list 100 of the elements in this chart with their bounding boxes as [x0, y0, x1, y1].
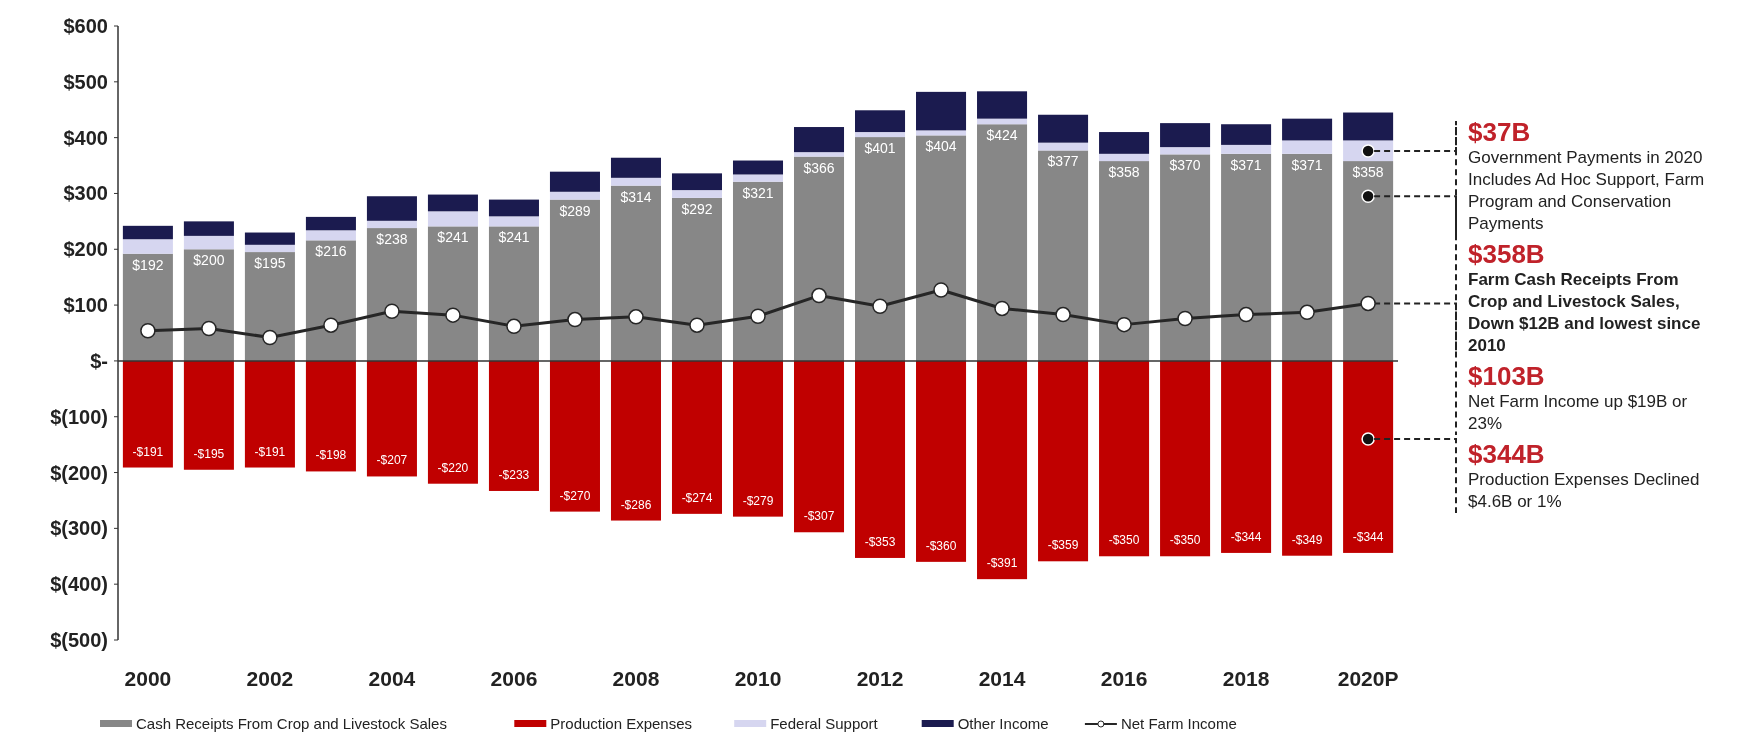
bar — [916, 91, 967, 131]
bar — [1038, 360, 1089, 562]
bar — [1160, 360, 1211, 557]
bar — [366, 220, 417, 229]
bar — [244, 244, 295, 253]
data-label: -$233 — [498, 467, 530, 482]
bar — [732, 160, 784, 175]
y-tick-label: $100 — [63, 294, 108, 317]
y-tick-label: $200 — [63, 238, 108, 261]
bar — [1160, 123, 1211, 148]
point — [323, 317, 339, 333]
data-label: $292 — [681, 200, 713, 217]
bar — [549, 171, 600, 192]
y-tick-label: $(500) — [50, 629, 108, 651]
bar — [305, 216, 356, 231]
bar — [1221, 144, 1272, 154]
bar — [488, 226, 539, 361]
data-label: $424 — [986, 127, 1018, 144]
bar — [916, 135, 967, 361]
data-label: $289 — [559, 202, 591, 219]
legend-label: Federal Support — [770, 715, 879, 732]
x-tick-label: 2006 — [490, 667, 538, 690]
bar — [732, 360, 784, 517]
bar — [610, 177, 661, 186]
data-label: -$274 — [681, 490, 713, 505]
y-tick-label: $(200) — [50, 461, 108, 484]
bar — [305, 360, 356, 472]
point — [1055, 306, 1071, 323]
bar — [427, 226, 478, 361]
data-label: $370 — [1169, 157, 1201, 174]
y-tick-label: $(300) — [50, 517, 108, 540]
bar — [183, 221, 234, 236]
point — [750, 308, 766, 325]
legend-label: Production Expenses — [550, 715, 693, 732]
data-label: $404 — [925, 138, 957, 155]
bar — [427, 360, 478, 484]
bar — [671, 173, 722, 191]
bar — [610, 157, 661, 178]
bar — [671, 360, 722, 514]
point — [262, 329, 278, 346]
point — [1238, 306, 1254, 323]
data-label: $195 — [254, 255, 286, 272]
y-tick-label: $400 — [63, 126, 108, 149]
point — [689, 317, 705, 333]
bar — [427, 211, 478, 227]
point — [201, 320, 217, 337]
annotation: $358B Farm Cash Receipts From Crop and Livestock Sales, Down $12B and lowest since 2010 — [1468, 239, 1701, 356]
annotation: $37B Government Payments in 2020 Includes Ad Hoc Support, Farm Program and Conservation Payments — [1468, 117, 1705, 234]
bar — [916, 360, 967, 562]
data-label: -$350 — [1169, 533, 1201, 548]
bar — [366, 228, 417, 361]
bar — [1099, 161, 1150, 361]
bar — [855, 110, 906, 133]
data-label: -$191 — [254, 444, 286, 459]
data-label: -$349 — [1291, 532, 1323, 547]
data-label: $358 — [1352, 164, 1384, 181]
bar — [610, 360, 661, 521]
data-label: -$360 — [925, 538, 957, 553]
bar — [1282, 153, 1333, 361]
x-tick-label: 2000 — [124, 667, 172, 690]
data-label: -$391 — [986, 556, 1018, 571]
bar — [305, 240, 356, 361]
x-tick-label: 2012 — [856, 667, 904, 690]
legend-label: Net Farm Income — [1120, 715, 1237, 732]
point — [445, 307, 461, 323]
bar — [1343, 360, 1394, 553]
point — [994, 300, 1010, 317]
bar — [1221, 153, 1272, 361]
y-tick-label: $(100) — [50, 405, 108, 428]
data-label: $366 — [803, 159, 835, 176]
bar — [1038, 142, 1089, 151]
bar — [122, 253, 173, 361]
data-label: $401 — [864, 140, 896, 157]
bar — [1221, 360, 1272, 553]
x-tick-label: 2004 — [368, 667, 416, 690]
point — [140, 323, 156, 339]
data-label: $371 — [1291, 156, 1323, 173]
bar — [1282, 360, 1333, 556]
data-label: $216 — [315, 243, 347, 260]
data-label: $358 — [1108, 164, 1140, 181]
point — [567, 311, 583, 328]
bar — [671, 197, 722, 361]
bar — [794, 127, 845, 153]
bar — [977, 118, 1028, 125]
legend-label: Other Income — [957, 715, 1049, 732]
y-tick-label: $300 — [63, 182, 108, 205]
data-label: -$279 — [742, 493, 774, 508]
bar — [977, 124, 1028, 361]
point — [1299, 304, 1315, 321]
bar — [488, 199, 539, 217]
bar — [671, 190, 722, 198]
data-label: -$220 — [437, 460, 469, 475]
data-label: $192 — [132, 256, 164, 273]
bar — [244, 252, 295, 361]
bar — [855, 360, 906, 558]
bar — [1282, 140, 1333, 154]
data-label: $238 — [376, 231, 408, 248]
point — [872, 298, 888, 314]
bar — [122, 360, 173, 468]
bar — [305, 230, 356, 241]
